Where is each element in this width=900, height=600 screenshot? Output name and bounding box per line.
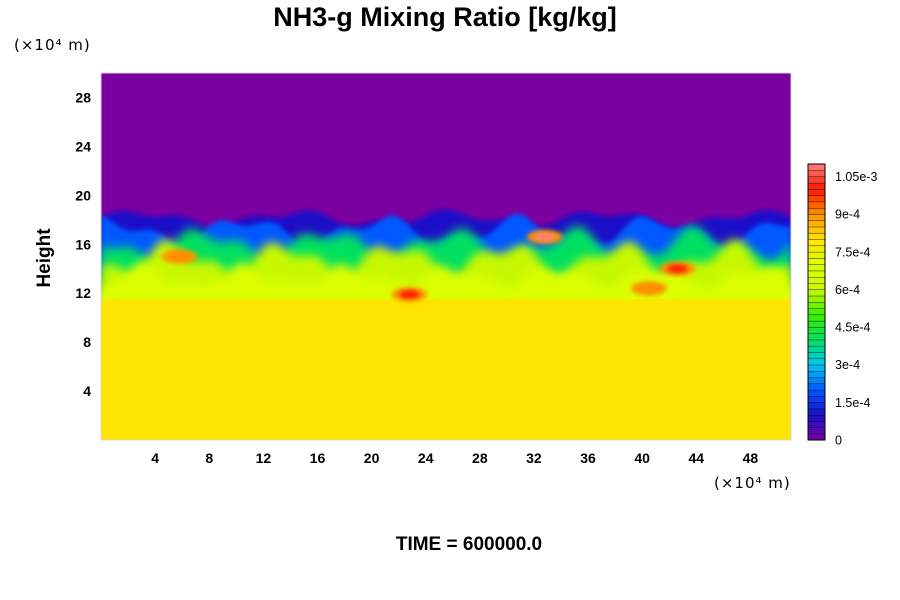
y-tick-label: 28 [75,89,91,105]
colorbar-frame [807,163,826,441]
y-tick-label: 12 [75,285,91,301]
colorbar-segment [807,282,826,290]
colorbar-segment [807,308,826,316]
colorbar-segment [807,408,826,416]
hotspot [659,261,696,276]
x-axis-unit: (×10⁴ m) [714,474,791,492]
colorbar-segment [807,433,826,441]
colorbar-segment [807,289,826,297]
colorbar-segment [807,301,826,309]
x-tick-label: 24 [418,450,434,466]
hotspot [526,229,563,244]
x-tick-label: 36 [580,450,596,466]
x-tick-label: 44 [689,450,705,466]
colorbar-segment [807,276,826,284]
x-tick-label: 20 [364,450,380,466]
colorbar-tick-label: 3e-4 [835,358,860,372]
colorbar-segment [807,170,826,178]
colorbar-tick-label: 4.5e-4 [835,321,870,335]
x-tick-label: 12 [256,450,272,466]
colorbar-segment [807,333,826,341]
plot-area [101,73,791,440]
time-label: TIME = 600000.0 [396,534,542,555]
colorbar-segment [807,402,826,410]
colorbar-segment [807,195,826,203]
x-axis-ticks: 4 8 12 16 20 24 28 32 36 40 44 48 [151,450,758,466]
colorbar-segment [807,420,826,428]
colorbar-segment [807,245,826,253]
colorbar-tick-label: 9e-4 [835,208,860,222]
x-tick-label: 28 [472,450,488,466]
colorbar-tick-label: 6e-4 [835,283,860,297]
y-axis-ticks: 4 8 12 16 20 24 28 [75,89,91,399]
colorbar-tick-label: 7.5e-4 [835,245,870,259]
x-tick-label: 4 [151,450,159,466]
colorbar-segment [807,226,826,234]
hotspot [391,287,428,302]
colorbar-segment [807,345,826,353]
y-tick-label: 8 [83,334,91,350]
colorbar-tick-label: 1.5e-4 [835,396,870,410]
x-tick-label: 40 [634,450,650,466]
colorbar-segment [807,395,826,403]
colorbar-ticks: 0 1.5e-4 3e-4 4.5e-4 6e-4 7.5e-4 9e-4 1.05e-3 [835,170,877,447]
colorbar-segment [807,383,826,391]
y-axis-unit: (×10⁴ m) [14,36,91,54]
y-tick-label: 24 [75,138,91,154]
chart-title: NH3-g Mixing Ratio [kg/kg] [273,2,617,32]
x-tick-label: 8 [205,450,213,466]
colorbar-segment [807,389,826,397]
colorbar-segment [807,295,826,303]
colorbar-segment [807,270,826,278]
colorbar-segment [807,377,826,385]
colorbar-segment [807,339,826,347]
colorbar-segment [807,320,826,328]
colorbar-tick-label: 1.05e-3 [835,170,877,184]
y-tick-label: 16 [75,236,91,252]
colorbar-tick-label: 0 [835,434,842,448]
y-tick-label: 4 [83,383,91,399]
x-tick-label: 16 [310,450,326,466]
plot-frame [100,72,792,441]
colorbar-segment [807,427,826,435]
colorbar-segment [807,264,826,272]
hotspot [161,249,198,264]
colorbar-segment [807,251,826,259]
x-tick-label: 48 [743,450,759,466]
colorbar-segment [807,201,826,209]
colorbar-segment [807,370,826,378]
colorbar-segment [807,414,826,422]
y-axis-label: Height [34,228,55,288]
colorbar-segment [807,163,826,171]
colorbar [807,163,826,441]
y-tick-label: 20 [75,187,91,203]
colorbar-segment [807,182,826,190]
hotspot [630,281,667,296]
colorbar-segment [807,351,826,359]
x-tick-label: 32 [526,450,542,466]
colorbar-segment [807,188,826,196]
colorbar-segment [807,358,826,366]
colorbar-segment [807,364,826,372]
field-lower-region [101,299,791,440]
colorbar-segment [807,232,826,240]
colorbar-segment [807,314,826,322]
colorbar-segment [807,176,826,184]
colorbar-segment [807,257,826,265]
colorbar-segment [807,213,826,221]
colorbar-segment [807,239,826,247]
colorbar-segment [807,220,826,228]
hotspots [161,229,696,302]
colorbar-segment [807,207,826,215]
colorbar-segment [807,326,826,334]
